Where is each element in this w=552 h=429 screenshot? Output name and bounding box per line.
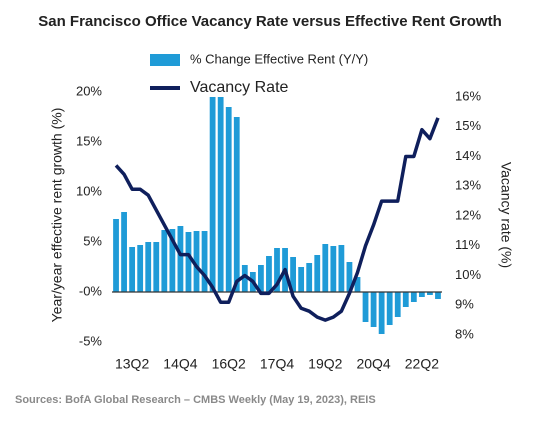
bar bbox=[314, 255, 321, 292]
y-tick-label: 15% bbox=[76, 133, 102, 148]
legend-swatch bbox=[150, 54, 180, 66]
bar bbox=[394, 292, 401, 317]
bar bbox=[129, 247, 136, 292]
y2-tick-label: 13% bbox=[455, 178, 481, 193]
legend-label: % Change Effective Rent (Y/Y) bbox=[190, 51, 368, 66]
bar bbox=[354, 277, 361, 292]
x-tick-label: 19Q2 bbox=[308, 356, 342, 372]
bar bbox=[153, 242, 160, 292]
bar bbox=[362, 292, 369, 322]
bar bbox=[193, 231, 200, 292]
x-tick-label: 16Q2 bbox=[212, 356, 246, 372]
y2-tick-label: 10% bbox=[455, 267, 481, 282]
y2-tick-label: 14% bbox=[455, 148, 481, 163]
bar bbox=[225, 107, 232, 292]
bar bbox=[169, 229, 176, 292]
y-tick-label: -0% bbox=[79, 283, 103, 298]
bar bbox=[330, 246, 337, 292]
bar bbox=[137, 245, 144, 292]
y2-axis-title: Vacancy rate (%) bbox=[498, 162, 514, 268]
y-tick-label: 10% bbox=[76, 183, 102, 198]
y-tick-label: -5% bbox=[79, 333, 103, 348]
bar bbox=[217, 97, 224, 292]
y-tick-label: 20% bbox=[76, 83, 102, 98]
bar bbox=[258, 265, 264, 292]
y2-tick-label: 16% bbox=[455, 88, 481, 103]
bar bbox=[435, 292, 441, 299]
bar bbox=[185, 232, 192, 292]
bar bbox=[386, 292, 393, 325]
bar bbox=[378, 292, 385, 334]
x-tick-label: 17Q4 bbox=[260, 356, 294, 372]
x-tick-label: 13Q2 bbox=[115, 356, 149, 372]
x-tick-label: 20Q4 bbox=[356, 356, 390, 372]
source-note: Sources: BofA Global Research – CMBS Wee… bbox=[15, 394, 376, 406]
bar bbox=[177, 226, 184, 292]
bar bbox=[241, 265, 248, 292]
legend-label: Vacancy Rate bbox=[190, 79, 289, 96]
y-tick-label: 5% bbox=[83, 233, 102, 248]
y2-tick-label: 9% bbox=[455, 297, 474, 312]
y2-tick-label: 11% bbox=[455, 237, 480, 252]
bar bbox=[402, 292, 409, 307]
chart-title: San Francisco Office Vacancy Rate versus… bbox=[38, 13, 502, 30]
bar bbox=[338, 245, 345, 292]
bar bbox=[306, 263, 313, 292]
y-axis-title: Year/year effective rent growth (%) bbox=[49, 108, 65, 323]
line bbox=[114, 117, 440, 322]
bar bbox=[346, 262, 353, 292]
bar bbox=[418, 292, 425, 297]
bar bbox=[209, 97, 216, 292]
bar bbox=[322, 244, 329, 292]
bar bbox=[410, 292, 417, 302]
bar bbox=[266, 256, 272, 292]
x-tick-label: 14Q4 bbox=[163, 356, 197, 372]
y2-tick-label: 12% bbox=[455, 207, 481, 222]
bar bbox=[233, 117, 240, 292]
bar bbox=[121, 212, 127, 292]
y2-tick-label: 15% bbox=[455, 118, 481, 133]
bar bbox=[145, 242, 152, 292]
bar bbox=[370, 292, 377, 327]
bar bbox=[113, 219, 119, 292]
bar bbox=[201, 231, 208, 292]
bar bbox=[298, 267, 305, 292]
bar bbox=[161, 230, 168, 292]
y2-tick-label: 8% bbox=[455, 326, 474, 341]
x-tick-label: 22Q2 bbox=[405, 356, 439, 372]
bar bbox=[274, 248, 280, 292]
bar bbox=[427, 292, 433, 295]
bar bbox=[290, 257, 296, 292]
